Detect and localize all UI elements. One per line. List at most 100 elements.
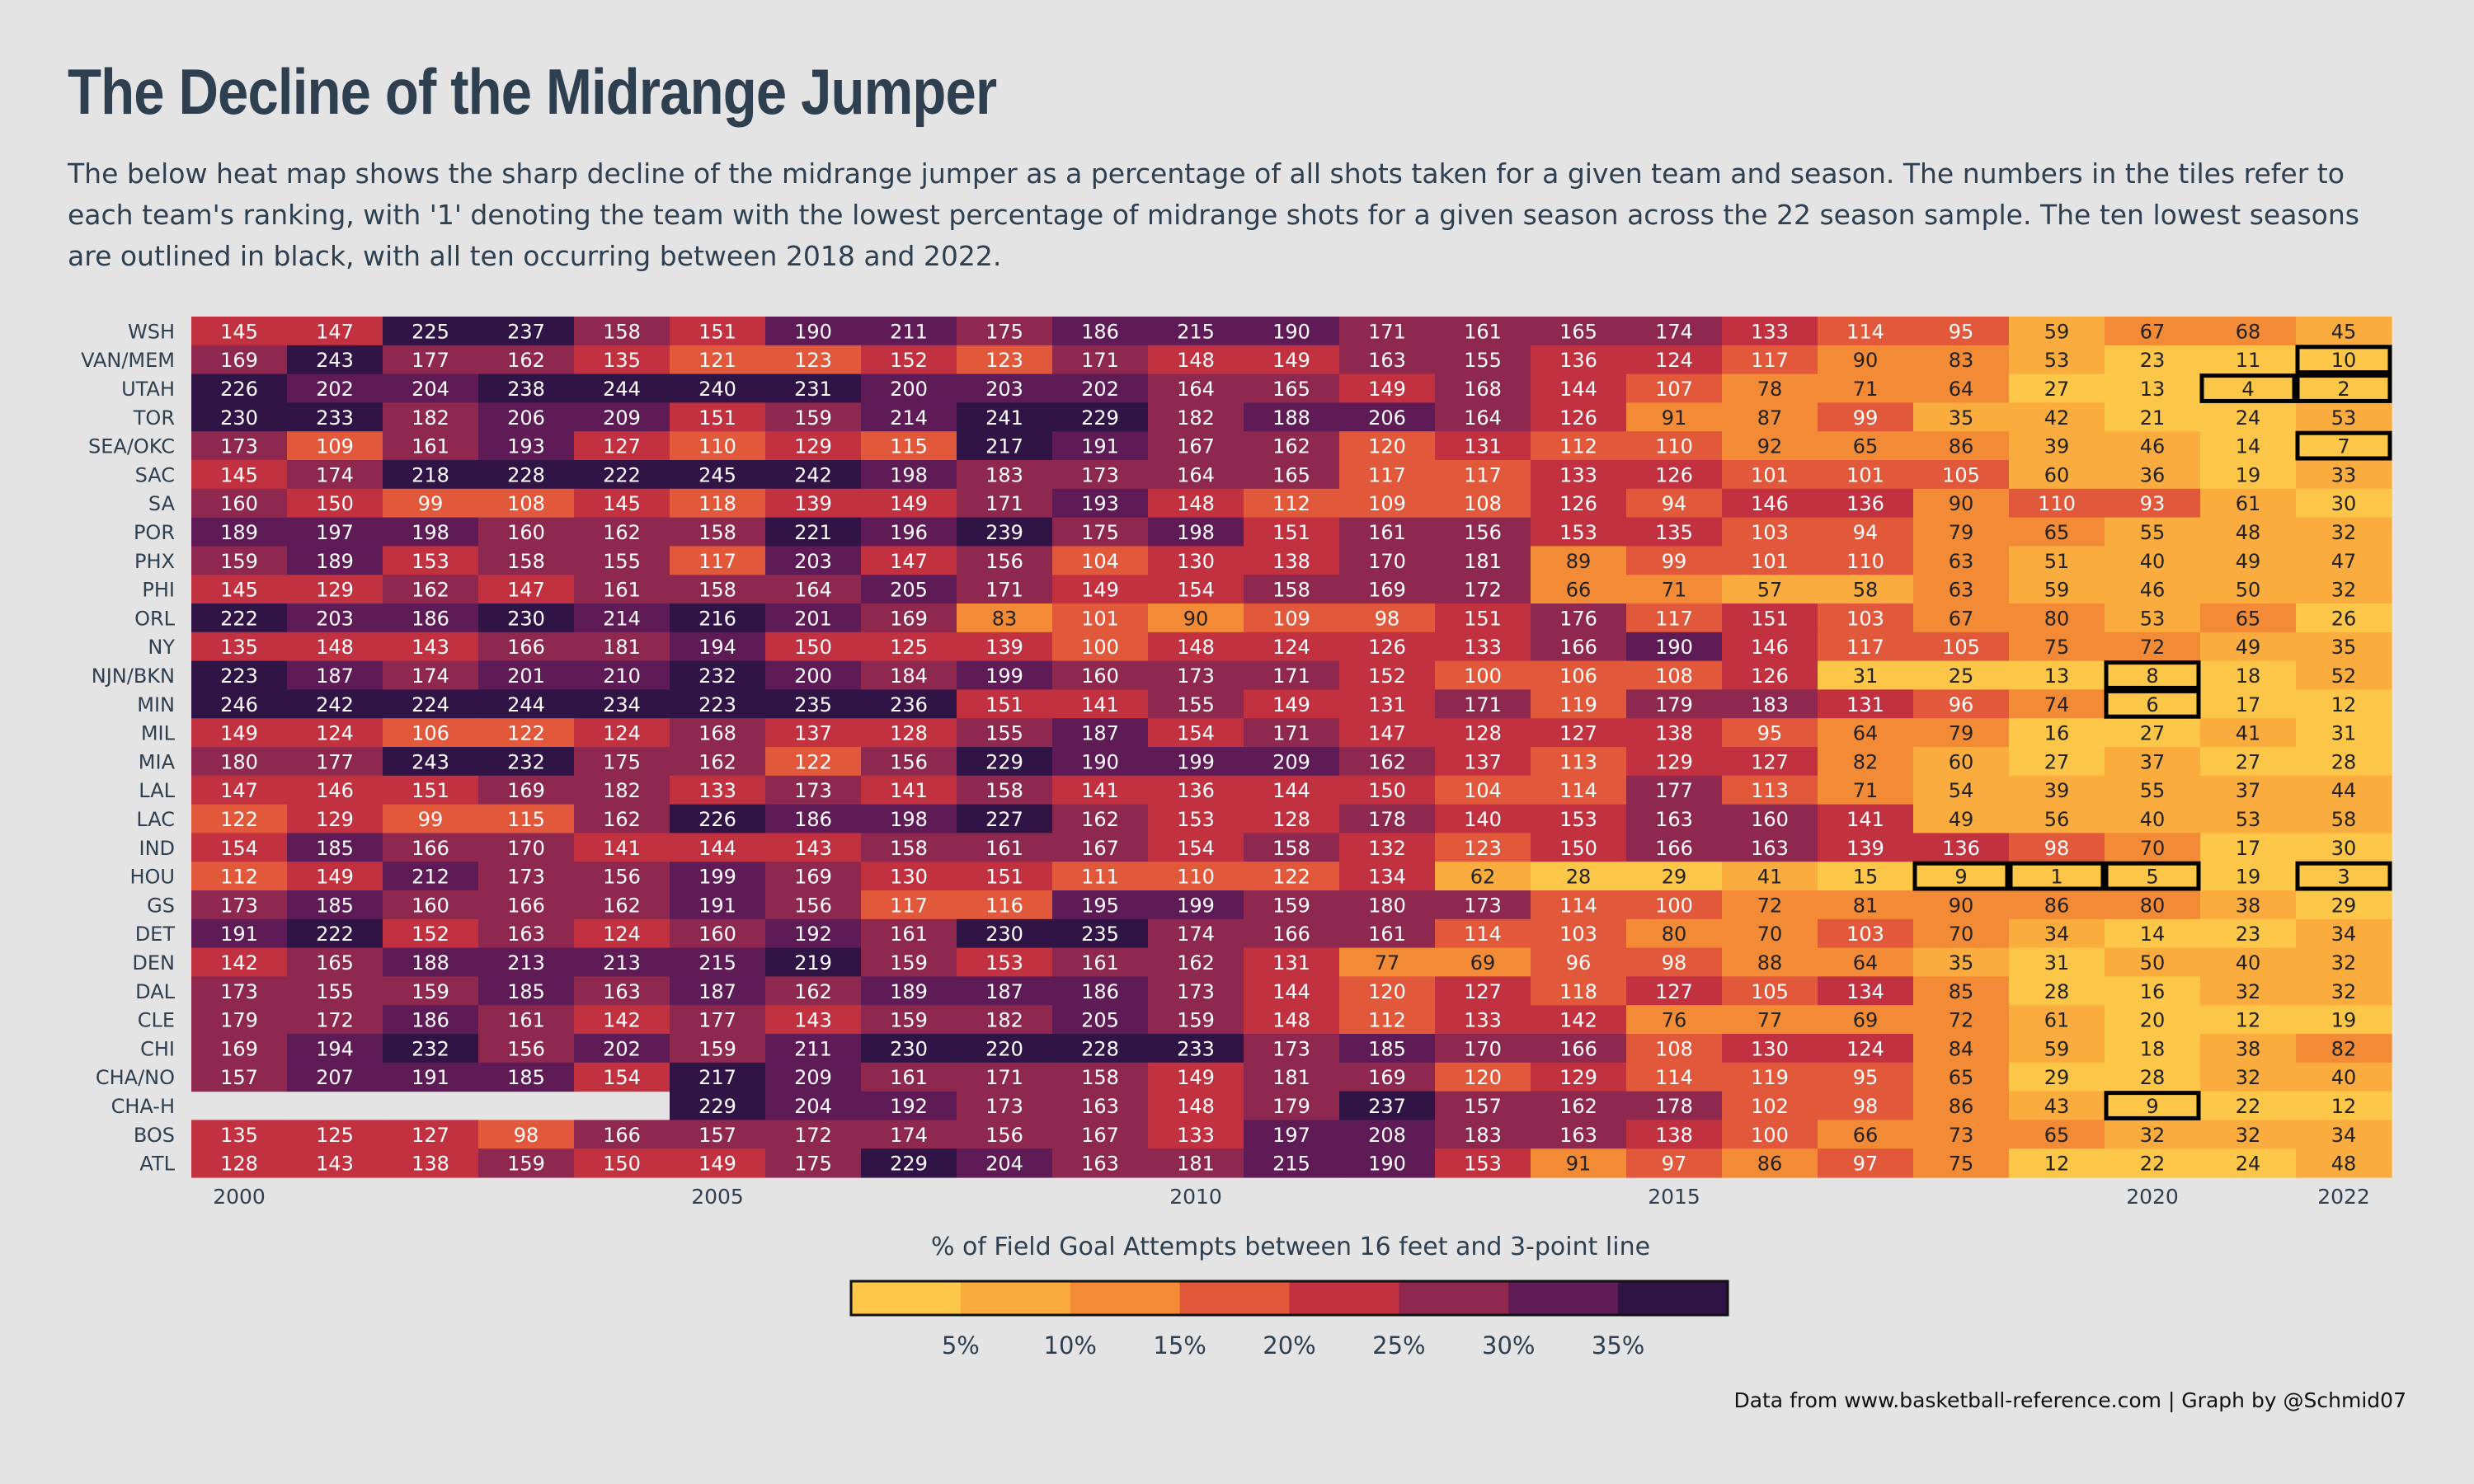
heatmap-cell [1531,775,1627,805]
cell-rank-label: 59 [2044,579,2070,602]
cell-rank-label: 123 [1464,837,1502,860]
legend-tick-label: 30% [1482,1331,1535,1360]
cell-rank-label: 178 [1368,808,1406,831]
heatmap-cell [1913,460,2010,490]
heatmap-cell [1531,546,1627,575]
heatmap-cell [1052,345,1149,375]
heatmap-cell [1531,431,1627,461]
heatmap-cell [1435,345,1531,375]
cell-rank-label: 191 [412,1066,449,1089]
heatmap-cell [1148,517,1244,547]
cell-rank-label: 244 [603,378,641,401]
heatmap-cell [1818,517,1914,547]
heatmap-cell [2200,747,2297,777]
heatmap-cell [1052,517,1149,547]
cell-rank-label: 108 [507,492,545,515]
heatmap-cell [1913,747,2010,777]
cell-rank-label: 155 [1177,693,1215,716]
heatmap-cell [1531,862,1627,891]
cell-rank-label: 183 [1464,1124,1502,1147]
heatmap-cell [1626,632,1723,662]
heatmap-cell [1722,804,1818,834]
cell-rank-label: 70 [2140,837,2166,860]
cell-rank-label: 245 [698,463,736,486]
cell-rank-label: 152 [1368,665,1406,688]
cell-rank-label: 189 [220,521,258,544]
heatmap-cell [2200,718,2297,748]
cell-rank-label: 126 [1559,492,1597,515]
cell-rank-label: 120 [1368,980,1406,1003]
cell-rank-label: 150 [1559,837,1597,860]
heatmap-cell [1531,1005,1627,1035]
heatmap-cell [1818,373,1914,403]
cell-rank-label: 133 [1464,1009,1502,1032]
cell-rank-label: 174 [890,1124,928,1147]
cell-rank-label: 112 [1272,492,1310,515]
cell-rank-label: 90 [1853,349,1879,372]
heatmap-cell [2009,747,2105,777]
cell-rank-label: 9 [1954,866,1967,889]
cell-rank-label: 243 [412,750,449,773]
cell-rank-label: 199 [1177,750,1215,773]
cell-rank-label: 148 [1177,636,1215,659]
cell-rank-label: 144 [1272,779,1310,802]
heatmap-cell [1435,460,1531,490]
cell-rank-label: 246 [220,693,258,716]
heatmap-cell [2296,402,2392,432]
heatmap-cell [191,775,288,805]
cell-rank-label: 158 [1272,579,1310,602]
heatmap-cell [2009,517,2105,547]
cell-rank-label: 44 [2331,779,2357,802]
heatmap-cell [2200,517,2297,547]
cell-rank-label: 163 [1081,1153,1119,1176]
cell-rank-label: 166 [1655,837,1693,860]
heatmap-cell [1148,833,1244,862]
heatmap-cell [1148,632,1244,662]
cell-rank-label: 129 [794,435,832,458]
heatmap-cell [574,918,670,949]
heatmap-cell [2296,890,2392,920]
team-tick-label: POR [134,521,175,544]
cell-rank-label: 174 [316,463,354,486]
heatmap-cell [1531,833,1627,862]
cell-rank-label: 173 [794,779,832,802]
cell-rank-label: 75 [2044,636,2070,659]
cell-rank-label: 92 [1757,435,1783,458]
cell-rank-label: 232 [698,665,736,688]
cell-rank-label: 152 [412,923,449,946]
heatmap-cell [670,488,766,519]
heatmap-cell [574,862,670,891]
cell-rank-label: 64 [1853,951,1879,974]
heatmap-cell [1148,976,1244,1006]
heatmap-cell [1913,632,2010,662]
cell-rank-label: 103 [1846,923,1884,946]
cell-rank-label: 166 [1559,1037,1597,1060]
cell-rank-label: 65 [2044,521,2070,544]
heatmap-cell [2200,402,2297,432]
cell-rank-label: 139 [794,492,832,515]
heatmap-cell [1052,1034,1149,1064]
team-tick-label: NJN/BKN [92,665,175,688]
cell-rank-label: 141 [1081,693,1119,716]
cell-rank-label: 159 [890,951,928,974]
cell-rank-label: 163 [1559,1124,1597,1147]
heatmap-cell [1052,660,1149,690]
cell-rank-label: 27 [2236,750,2261,773]
heatmap-cell [2105,976,2201,1006]
cell-rank-label: 37 [2236,779,2261,802]
heatmap-cell [1052,947,1149,977]
cell-rank-label: 161 [1368,521,1406,544]
cell-rank-label: 181 [1272,1066,1310,1089]
heatmap-cell [1148,947,1244,977]
cell-rank-label: 186 [412,607,449,630]
cell-rank-label: 56 [2044,808,2070,831]
cell-rank-label: 24 [2236,1153,2261,1176]
cell-rank-label: 60 [2044,463,2070,486]
heatmap-cell [478,660,575,690]
cell-rank-label: 139 [985,636,1023,659]
heatmap-cell [287,460,383,490]
heatmap-cell [1626,747,1723,777]
heatmap-cell [574,402,670,432]
heatmap-cell [861,660,957,690]
cell-rank-label: 71 [1853,378,1879,401]
